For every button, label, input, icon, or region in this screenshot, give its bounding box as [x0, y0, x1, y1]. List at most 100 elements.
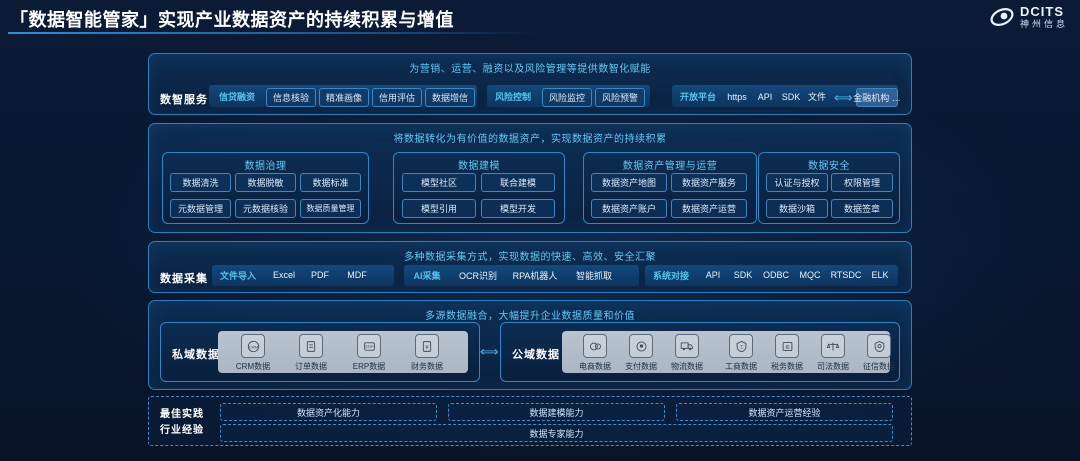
service-chip-https[interactable]: https [727, 91, 747, 102]
svg-text:工: 工 [739, 344, 743, 349]
collect-chip-api[interactable]: API [705, 270, 721, 280]
practice-item-modeling[interactable]: 数据建模能力 [448, 403, 665, 421]
asset-chip-moxingyinyong[interactable]: 模型引用 [402, 199, 476, 218]
service-group-2-name[interactable]: 风险控制 [494, 91, 531, 102]
logo-text-en: DCITS [1019, 4, 1064, 19]
asset-chip-zichanfuwu[interactable]: 数据资产服务 [671, 173, 747, 192]
public-item-logistics[interactable]: 物流数据 [660, 334, 714, 372]
svg-text:税: 税 [785, 343, 789, 349]
collect-group-3-band [645, 265, 898, 286]
service-chip-fengxianjiankong[interactable]: 风险监控 [542, 88, 592, 107]
service-chip-xinyongpinggu[interactable]: 信用评估 [372, 88, 422, 107]
asset-chip-renzhengshouquan[interactable]: 认证与授权 [766, 173, 828, 192]
asset-chip-moxingkaifa[interactable]: 模型开发 [481, 199, 555, 218]
collect-chip-rtsdc[interactable]: RTSDC [830, 270, 862, 280]
service-group-3-name[interactable]: 开放平台 [679, 91, 716, 102]
collect-chip-excel[interactable]: Excel [272, 270, 295, 280]
asset-subpanel-modeling-title: 数据建模 [458, 161, 500, 172]
collect-chip-ocr[interactable]: OCR识别 [459, 270, 497, 281]
service-chip-api[interactable]: API [757, 91, 773, 102]
service-chip-fengxianyujing[interactable]: 风险预警 [595, 88, 645, 107]
service-arrow-icon: ⟺ [834, 90, 853, 105]
asset-chip-zichanzhanghu[interactable]: 数据资产账户 [591, 199, 667, 218]
public-data-card [562, 331, 890, 373]
logistics-icon [675, 334, 699, 358]
collect-chip-smart-capture[interactable]: 智能抓取 [575, 270, 612, 281]
asset-chip-quanxianguanli[interactable]: 权限管理 [831, 173, 893, 192]
asset-chip-shujubiaozhun[interactable]: 数据标准 [300, 173, 361, 192]
asset-caption: 将数据转化为有价值的数据资产，实现数据资产的持续积累 [393, 134, 667, 145]
public-item-ecommerce[interactable]: 电商数据 [568, 334, 622, 372]
tax-icon: 税 [775, 334, 799, 358]
asset-subpanel-operation-title: 数据资产管理与运营 [622, 161, 718, 172]
practice-panel [148, 396, 912, 446]
justice-icon [821, 334, 845, 358]
public-data-label: 公域数据 [512, 349, 560, 361]
collect-group-1-name[interactable]: 文件导入 [219, 270, 256, 281]
collect-chip-rpa[interactable]: RPA机器人 [512, 270, 558, 281]
collect-group-2-name[interactable]: AI采集 [413, 270, 441, 281]
service-target-institution[interactable]: 金融机构 … [853, 88, 901, 107]
public-item-credit[interactable]: 征信数据 [852, 334, 906, 372]
private-item-erp[interactable]: ERP ERP数据 [342, 334, 396, 372]
asset-chip-shujuzhiliangguanli[interactable]: 数据质量管理 [300, 199, 361, 218]
public-item-ecommerce-label: 电商数据 [579, 362, 611, 371]
payment-icon [629, 334, 653, 358]
service-caption: 为营销、运营、融资以及风险管理等提供数智化赋能 [409, 64, 651, 75]
collect-chip-elk[interactable]: ELK [871, 270, 889, 280]
source-caption: 多源数据融合，大幅提升企业数据质量和价值 [425, 311, 635, 322]
collect-group-3-name[interactable]: 系统对接 [652, 270, 689, 281]
service-chip-jingzhunhuaxiang[interactable]: 精准画像 [319, 88, 369, 107]
asset-chip-moxingshequ[interactable]: 模型社区 [402, 173, 476, 192]
asset-chip-yuanshujuhexiaon[interactable]: 元数据核验 [235, 199, 296, 218]
asset-chip-shujuqingxi[interactable]: 数据清洗 [170, 173, 231, 192]
asset-chip-zichanditu[interactable]: 数据资产地图 [591, 173, 667, 192]
svg-text:¥: ¥ [425, 344, 429, 350]
service-chip-file[interactable]: 文件 [807, 92, 826, 102]
service-chip-shujuzengxin[interactable]: 数据增信 [425, 88, 475, 107]
source-link-arrow-icon: ⟺ [480, 344, 499, 359]
collect-chip-pdf[interactable]: PDF [311, 270, 329, 280]
private-item-erp-label: ERP数据 [352, 362, 386, 371]
practice-item-expert[interactable]: 数据专家能力 [220, 424, 893, 442]
page-header: 「数据智能管家」实现产业数据资产的持续积累与增值 DCITS 神州信息 [0, 0, 1080, 40]
title-underline [8, 32, 538, 34]
service-chip-sdk[interactable]: SDK [781, 91, 801, 102]
public-item-payment-label: 支付数据 [625, 362, 657, 371]
public-item-credit-label: 征信数据 [863, 362, 895, 371]
credit-icon [867, 334, 891, 358]
business-icon: 工 [729, 334, 753, 358]
svg-text:CRM: CRM [248, 344, 258, 349]
private-item-crm-label: CRM数据 [235, 362, 271, 371]
crm-icon: CRM [241, 334, 265, 358]
collect-chip-mdf[interactable]: MDF [347, 270, 367, 280]
service-group-3-band [672, 85, 898, 107]
private-item-finance[interactable]: ¥ 财务数据 [400, 334, 454, 372]
asset-chip-yuanshujuguanli[interactable]: 元数据管理 [170, 199, 231, 218]
dcits-mark-icon [990, 8, 1014, 26]
collect-chip-odbc[interactable]: ODBC [762, 270, 789, 280]
logo-text-cn: 神州信息 [1019, 19, 1068, 29]
public-item-tax[interactable]: 税 税务数据 [760, 334, 814, 372]
practice-item-operation[interactable]: 数据资产运营经验 [676, 403, 893, 421]
service-chip-xinxihexiaon[interactable]: 信息核验 [266, 88, 316, 107]
public-item-business[interactable]: 工 工商数据 [714, 334, 768, 372]
page-title: 「数据智能管家」实现产业数据资产的持续积累与增值 [10, 10, 454, 30]
private-item-order[interactable]: 订单数据 [284, 334, 338, 372]
practice-item-assetization[interactable]: 数据资产化能力 [220, 403, 437, 421]
collect-chip-mqc[interactable]: MQC [799, 270, 821, 280]
asset-chip-shujuqianzhang[interactable]: 数据签章 [831, 199, 893, 218]
private-item-crm[interactable]: CRM CRM数据 [226, 334, 280, 372]
public-item-justice-label: 司法数据 [817, 362, 849, 371]
public-item-justice[interactable]: 司法数据 [806, 334, 860, 372]
asset-chip-zichanyunying[interactable]: 数据资产运营 [671, 199, 747, 218]
collect-caption: 多种数据采集方式，实现数据的快速、高效、安全汇聚 [404, 252, 656, 263]
asset-chip-lianhejianmo[interactable]: 联合建模 [481, 173, 555, 192]
public-item-payment[interactable]: 支付数据 [614, 334, 668, 372]
service-group-1-name[interactable]: 信贷融资 [218, 91, 255, 102]
asset-chip-shujutuomin[interactable]: 数据脱敏 [235, 173, 296, 192]
collect-chip-sdk[interactable]: SDK [733, 270, 753, 280]
svg-text:ERP: ERP [365, 344, 374, 349]
asset-chip-shujushaxiang[interactable]: 数据沙箱 [766, 199, 828, 218]
private-data-card [218, 331, 468, 373]
